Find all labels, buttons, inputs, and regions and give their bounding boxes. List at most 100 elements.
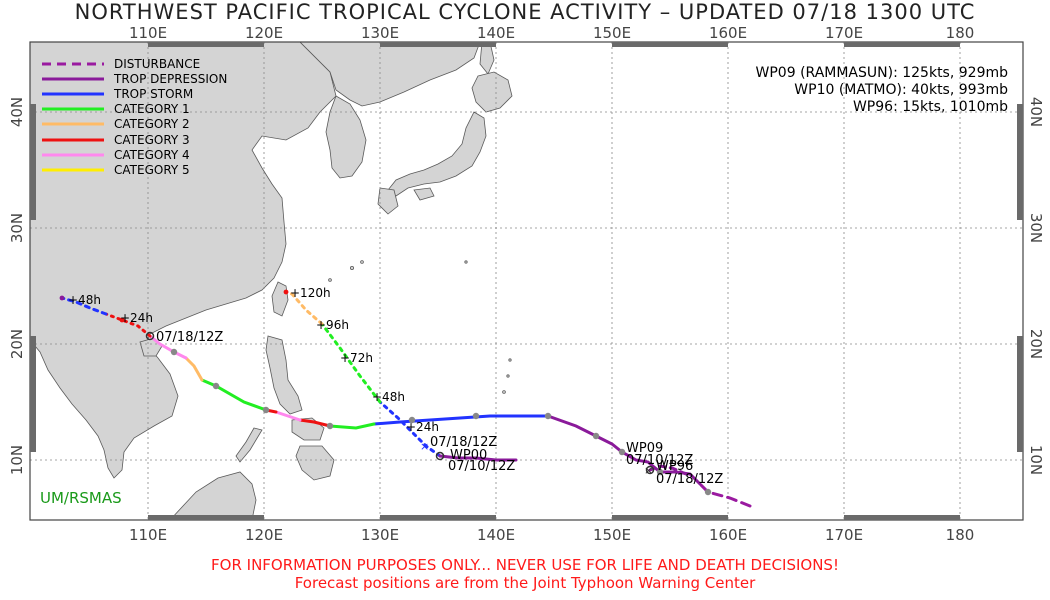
lat-lon-grid (30, 42, 1023, 520)
lon-tick-label: 110E (129, 526, 167, 544)
position-label: 07/10/12Z (448, 459, 515, 474)
map-frame (29, 41, 1024, 521)
hokkaido (471, 71, 513, 113)
lat-tick-label: 40N (8, 97, 26, 127)
wp10-forecast-track-storm (378, 400, 442, 458)
wp09-track-cat4 (274, 410, 302, 422)
ryukyu-island (349, 265, 354, 270)
bonin-island (464, 260, 468, 264)
lon-tick-label: 110E (129, 24, 167, 42)
forecast-label: +72h (340, 351, 373, 365)
storm-info-line: WP09 (RAMMASUN): 125kts, 929mb (756, 65, 1009, 81)
kyushu (377, 187, 399, 215)
lon-tick-label: 160E (709, 526, 747, 544)
wp10-forecast-track-cat1 (320, 322, 382, 404)
legend-label: CATEGORY 3 (114, 133, 190, 147)
forecast-label: +24h (406, 420, 439, 434)
lon-ticks-bottom: 110E 120E 130E 140E 150E 160E 170E 180 (129, 526, 974, 544)
wp09-track-cat1-east (328, 422, 376, 430)
lon-tick-label: 130E (361, 24, 399, 42)
track-point (408, 416, 416, 424)
wp10-current-position (435, 451, 445, 461)
forecast-label: +120h (290, 286, 331, 300)
lon-tick-label: 180 (946, 24, 975, 42)
legend: DISTURBANCE TROP DEPRESSION TROP STORM C… (42, 57, 227, 177)
lat-tick-label: 20N (1027, 329, 1045, 359)
position-label: WP09 (626, 441, 663, 456)
legend-label: CATEGORY 1 (114, 102, 190, 116)
lon-tick-label: 120E (245, 526, 283, 544)
lat-tick-label: 10N (8, 445, 26, 475)
mindanao (295, 445, 335, 481)
lat-tick-label: 40N (1027, 97, 1045, 127)
lon-tick-label: 160E (709, 24, 747, 42)
position-label: WP96 (656, 459, 693, 474)
wp09-track-cat3 (298, 418, 332, 428)
cyclone-tracks (60, 290, 752, 508)
wp09-current-position (145, 331, 155, 341)
lon-tick-label: 140E (477, 24, 515, 42)
forecast-label: +24h (120, 311, 153, 325)
forecast-label: +96h (316, 318, 349, 332)
storm-info-line: WP10 (MATMO): 40kts, 993mb (794, 82, 1008, 98)
storm-info: WP09 (RAMMASUN): 125kts, 929mb WP10 (MAT… (756, 65, 1009, 115)
lon-tick-label: 150E (593, 24, 631, 42)
position-label: 07/18/12Z (156, 330, 223, 345)
legend-label: TROP STORM (113, 87, 193, 101)
track-point (704, 488, 712, 496)
track-point (262, 406, 270, 414)
position-label: 07/10/12Z (626, 453, 693, 468)
track-point (592, 432, 600, 440)
honshu (387, 111, 487, 197)
track-point (544, 412, 552, 420)
wp96-track (648, 464, 688, 476)
wp96-current-position (645, 465, 655, 475)
legend-label: TROP DEPRESSION (113, 72, 227, 86)
ryukyu-island (360, 260, 364, 264)
wp09-track-cat1-west (200, 378, 268, 412)
legend-label: CATEGORY 2 (114, 117, 190, 131)
disclaimer-line-2: Forecast positions are from the Joint Ty… (294, 574, 756, 592)
wp09-track-cat2 (184, 356, 204, 382)
forecast-x-marker: × (420, 440, 429, 453)
legend-label: CATEGORY 5 (114, 163, 190, 177)
mariana-island (502, 390, 506, 394)
asian-mainland (29, 41, 337, 479)
forecast-point (59, 295, 65, 301)
taiwan (271, 281, 289, 317)
wp09-track-cat4-north (148, 334, 188, 360)
lat-scale-bars (30, 104, 1023, 452)
track-point (170, 348, 178, 356)
lon-tick-label: 140E (477, 526, 515, 544)
forecast-label: +48h (372, 390, 405, 404)
lon-tick-label: 180 (946, 526, 975, 544)
lon-tick-label: 150E (593, 526, 631, 544)
storm-info-line: WP96: 15kts, 1010mb (853, 99, 1008, 115)
lon-tick-label: 170E (825, 526, 863, 544)
track-point (618, 448, 626, 456)
mariana-island (506, 374, 510, 378)
legend-label: DISTURBANCE (114, 57, 200, 71)
disclaimer-line-1: FOR INFORMATION PURPOSES ONLY... NEVER U… (211, 556, 839, 574)
lon-tick-label: 130E (361, 526, 399, 544)
lat-tick-label: 30N (8, 213, 26, 243)
russian-far-east (299, 41, 481, 107)
ryukyu-island (328, 278, 332, 282)
position-label: WP00 (450, 448, 487, 463)
wp09-track-disturbance (698, 482, 752, 508)
palawan (235, 427, 263, 463)
map-title: NORTHWEST PACIFIC TROPICAL CYCLONE ACTIV… (74, 0, 976, 24)
wp10-forecast-track-cat2 (284, 290, 324, 326)
korean-peninsula (325, 95, 367, 179)
position-label: 07/18/12Z (430, 435, 497, 450)
lon-ticks-top: 110E 120E 130E 140E 150E 160E 170E 180 (129, 24, 974, 42)
legend-label: CATEGORY 4 (114, 148, 190, 162)
lat-tick-label: 20N (8, 329, 26, 359)
track-point (472, 412, 480, 420)
shikoku (413, 187, 435, 201)
track-markers: × × (59, 289, 712, 496)
track-point (656, 468, 664, 476)
forecast-point (283, 289, 289, 295)
wp09-forecast-track (104, 312, 152, 338)
